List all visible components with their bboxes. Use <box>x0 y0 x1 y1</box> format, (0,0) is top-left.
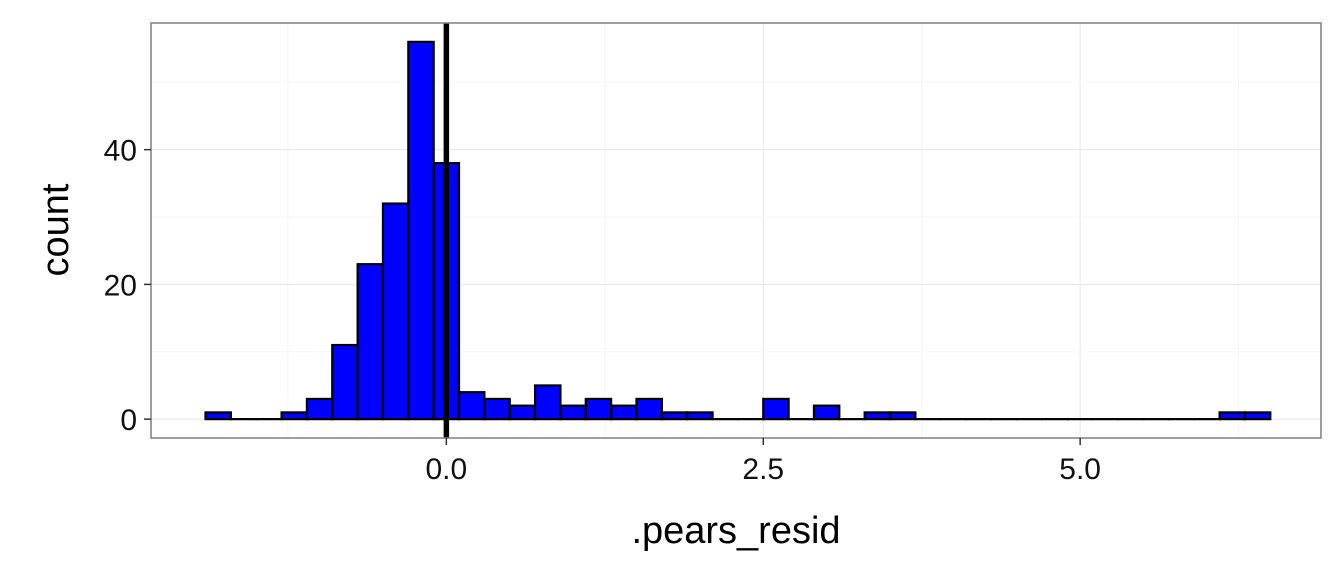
histogram-bar <box>381 202 410 421</box>
histogram-bar <box>762 397 790 421</box>
histogram-bar <box>610 404 638 421</box>
x-tick-label: 2.5 <box>742 453 784 486</box>
histogram-bar <box>584 397 613 421</box>
histogram-bar <box>559 404 587 421</box>
histogram-bar <box>331 343 359 421</box>
x-axis: 0.0 2.5 5.0 <box>425 438 1101 486</box>
histogram-bar <box>1243 411 1272 421</box>
histogram-bar <box>635 397 663 421</box>
grid-lines <box>151 23 1321 438</box>
y-axis-title: count <box>35 183 77 276</box>
panel-background <box>151 23 1321 438</box>
histogram-bar <box>305 397 334 421</box>
histogram-bar <box>686 411 714 421</box>
y-tick-label: 40 <box>104 135 137 168</box>
x-axis-title: .pears_resid <box>631 510 840 552</box>
y-tick-label: 0 <box>120 404 137 437</box>
histogram-bar <box>660 411 689 421</box>
histogram-bar <box>863 411 892 421</box>
histogram-bar <box>356 263 385 421</box>
histogram-bar <box>533 384 562 421</box>
y-tick-label: 20 <box>104 269 137 302</box>
histogram-bar <box>280 411 309 421</box>
histogram-bar <box>204 411 232 421</box>
histogram-bar <box>888 411 917 421</box>
y-axis: 0 20 40 <box>104 135 151 437</box>
x-tick-label: 0.0 <box>425 453 467 486</box>
histogram-bar <box>812 404 841 421</box>
panel-border <box>150 22 1322 439</box>
histogram-bar <box>508 404 537 421</box>
histogram-bar <box>1218 411 1247 421</box>
histogram-bar <box>407 40 435 421</box>
histogram-bars <box>204 40 1272 421</box>
histogram-bar <box>457 391 486 421</box>
histogram-bar <box>483 397 511 421</box>
x-tick-label: 5.0 <box>1059 453 1101 486</box>
